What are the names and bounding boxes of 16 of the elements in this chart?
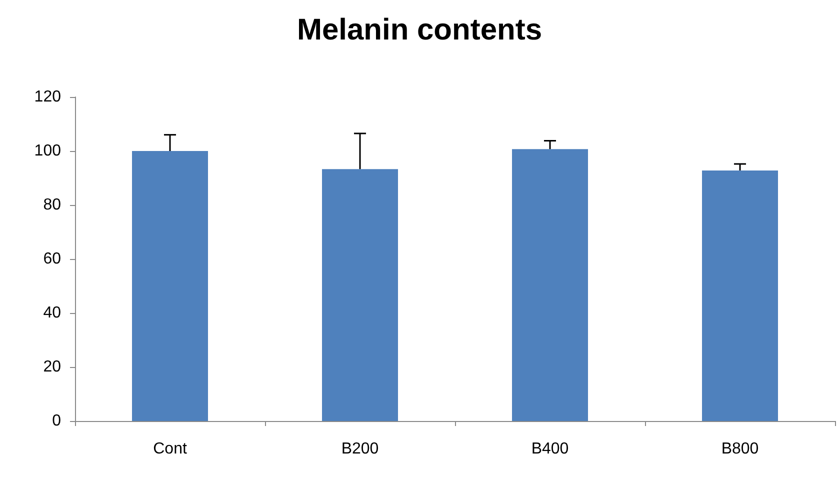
bar [702,170,778,421]
y-tick-label: 0 [52,412,62,430]
y-tick-label: 120 [34,88,62,106]
bar [512,149,588,421]
y-tick-label: 20 [43,358,62,376]
chart-title: Melanin contents [296,14,542,46]
bar [322,169,398,421]
y-tick-label: 80 [43,196,62,214]
x-tick-label: B400 [531,440,569,458]
x-tick-label: Cont [153,440,188,458]
x-tick-label: B200 [341,440,379,458]
y-tick-label: 40 [43,304,62,322]
x-tick-label: B800 [721,440,759,458]
y-tick-label: 60 [43,250,62,268]
bar [132,151,208,421]
y-tick-label: 100 [34,142,62,160]
